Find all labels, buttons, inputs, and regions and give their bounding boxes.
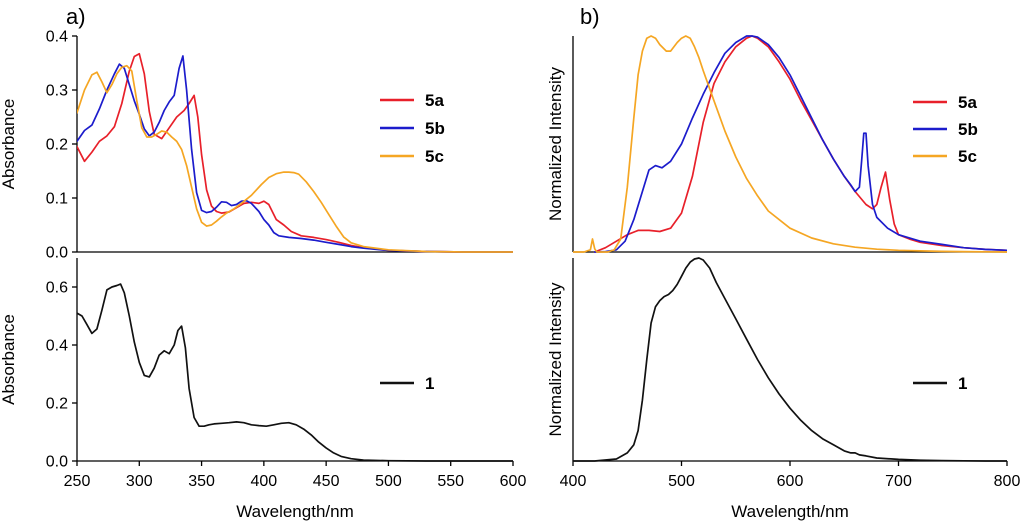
x-tick-label: 500	[668, 473, 695, 490]
x-tick-label: 550	[437, 473, 464, 490]
panel-label: b)	[580, 4, 600, 29]
y-tick-label: 0.1	[46, 191, 68, 208]
a-bottom-plot: 0.0 0.2 0.4 0.6 250 300 350 400 450 500 550 600 Abso…	[0, 258, 526, 521]
series-line-5a	[593, 35, 1007, 253]
x-tick-label: 350	[188, 473, 215, 490]
y-axis-label: Absorbance	[0, 99, 18, 190]
legend-label-5a: 5a	[958, 93, 977, 112]
x-tick-label: 600	[500, 473, 527, 490]
series-line-5c	[573, 35, 1007, 253]
series-line-5a	[77, 52, 513, 253]
a-top-plot: 0.0 0.1 0.2 0.3 0.4 Absorbance a) 5a 5b 5c	[0, 4, 513, 262]
b-bottom-plot: 400 500 600 700 800 Normalized Intensity Wavel…	[546, 257, 1021, 521]
y-tick-label: 0.3	[46, 83, 68, 100]
legend-label-5c: 5c	[425, 147, 444, 166]
series-line-5b	[593, 35, 1007, 253]
y-tick-label: 0.0	[46, 454, 68, 471]
y-axis-label: Absorbance	[0, 314, 18, 405]
legend-label-5b: 5b	[958, 120, 978, 139]
b-top-plot: Normalized Intensity b) 5a 5b 5c	[546, 4, 1007, 253]
series-line-1	[573, 257, 1007, 462]
y-tick-label: 0.4	[46, 29, 68, 46]
series-line-5b	[77, 55, 513, 253]
legend-label-1: 1	[425, 374, 434, 393]
y-axis-label: Normalized Intensity	[546, 282, 565, 437]
legend-label-5b: 5b	[425, 119, 445, 138]
x-tick-label: 300	[126, 473, 153, 490]
x-tick-label: 250	[64, 473, 91, 490]
y-tick-label: 0.4	[46, 338, 68, 355]
y-tick-label: 0.2	[46, 396, 68, 413]
x-tick-label: 800	[994, 473, 1021, 490]
x-tick-label: 500	[375, 473, 402, 490]
y-tick-label: 0.6	[46, 280, 68, 297]
series-line-5c	[77, 64, 513, 253]
y-tick-label: 0.2	[46, 137, 68, 154]
x-tick-label: 400	[251, 473, 278, 490]
panel-label: a)	[66, 4, 86, 29]
x-axis-label: Wavelength/nm	[236, 502, 353, 521]
legend-label-5c: 5c	[958, 147, 977, 166]
x-tick-label: 400	[560, 473, 587, 490]
y-tick-label: 0.0	[46, 245, 68, 262]
legend-label-1: 1	[958, 374, 967, 393]
legend-label-5a: 5a	[425, 91, 444, 110]
x-tick-label: 700	[885, 473, 912, 490]
x-axis-label: Wavelength/nm	[731, 502, 848, 521]
x-tick-label: 600	[777, 473, 804, 490]
x-tick-label: 450	[313, 473, 340, 490]
series-line-1	[77, 283, 513, 462]
y-axis-label: Normalized Intensity	[546, 67, 565, 222]
